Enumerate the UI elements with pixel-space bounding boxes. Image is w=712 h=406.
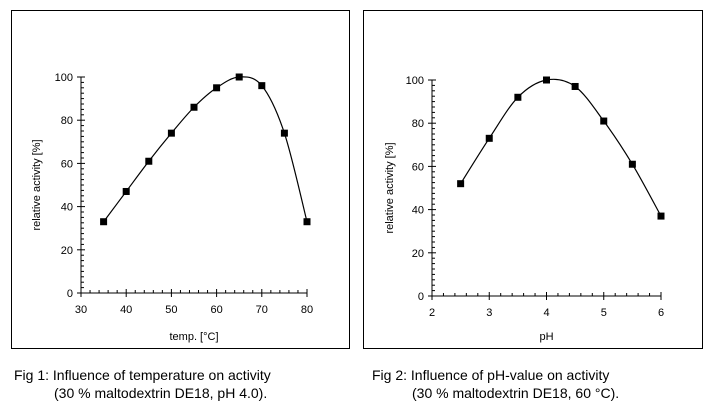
chart2-y-tick-label: 0	[418, 291, 424, 303]
chart1-y-tick-label: 40	[61, 202, 73, 214]
chart2-y-tick-label: 40	[412, 205, 424, 217]
chart2-series-line	[460, 78, 662, 217]
chart1-data-point	[190, 103, 198, 111]
chart1-x-tick-label: 50	[165, 304, 177, 316]
chart1-data-point	[235, 73, 243, 81]
chart2-y-tick-label: 20	[412, 248, 424, 260]
chart1-y-tick-label: 100	[55, 72, 73, 84]
caption-fig1-line2: (30 % maltodextrin DE18, pH 4.0).	[54, 385, 268, 401]
chart1-x-tick-label: 30	[75, 304, 87, 316]
chart2-data-point	[514, 93, 522, 101]
chart1-x-tick-label: 60	[210, 304, 222, 316]
chart1-x-tick-label: 80	[301, 304, 313, 316]
chart2-data-point	[543, 76, 550, 84]
chart2-y-tick-label: 80	[412, 118, 424, 130]
chart2-data-point	[628, 160, 636, 168]
chart1-data-point	[258, 82, 266, 90]
caption-fig2-line1: Fig 2: Influence of pH-value on activity	[372, 367, 610, 383]
chart1-data-point	[280, 129, 288, 137]
caption-fig2-line2: (30 % maltodextrin DE18, 60 °C).	[412, 385, 620, 401]
chart2-data-point	[457, 180, 465, 188]
caption-fig2: Fig 2: Influence of pH-value on activity…	[372, 366, 619, 402]
chart2-x-tick-label: 6	[658, 307, 664, 319]
chart2-x-tick-label: 5	[601, 307, 607, 319]
caption-fig1: Fig 1: Influence of temperature on activ…	[14, 366, 271, 402]
chart2-y-axis-label: relative activity [%]	[384, 142, 396, 233]
chart1-y-axis-label: relative activity [%]	[31, 139, 43, 230]
chart2-y-tick-label: 100	[406, 75, 424, 87]
chart1-data-point	[145, 157, 153, 165]
chart2-x-tick-label: 4	[543, 307, 549, 319]
chart-frame-ph	[363, 10, 703, 349]
chart1-data-point	[303, 218, 311, 226]
chart2-data-point	[657, 212, 665, 220]
chart1-data-point	[100, 218, 108, 226]
chart2-x-tick-label: 3	[486, 307, 492, 319]
chart1-data-point	[167, 129, 175, 137]
chart1-x-tick-label: 70	[256, 304, 268, 316]
chart2-data-point	[485, 134, 493, 142]
chart1-y-tick-label: 0	[67, 288, 73, 300]
chart2-y-tick-label: 60	[412, 161, 424, 173]
caption-fig1-line1: Fig 1: Influence of temperature on activ…	[14, 367, 271, 383]
chart1-series-line	[103, 76, 308, 223]
chart1-y-tick-label: 20	[61, 245, 73, 257]
chart1-x-tick-label: 40	[120, 304, 132, 316]
chart2-x-tick-label: 2	[429, 307, 435, 319]
chart1-x-axis-label: temp. [°C]	[169, 331, 218, 343]
chart1-y-tick-label: 60	[61, 158, 73, 170]
chart2-data-point	[571, 82, 579, 90]
chart2-data-point	[600, 117, 608, 125]
chart1-data-point	[213, 84, 221, 92]
chart2-x-axis-label: pH	[539, 331, 553, 343]
chart1-y-tick-label: 80	[61, 115, 73, 127]
chart1-data-point	[122, 187, 130, 195]
